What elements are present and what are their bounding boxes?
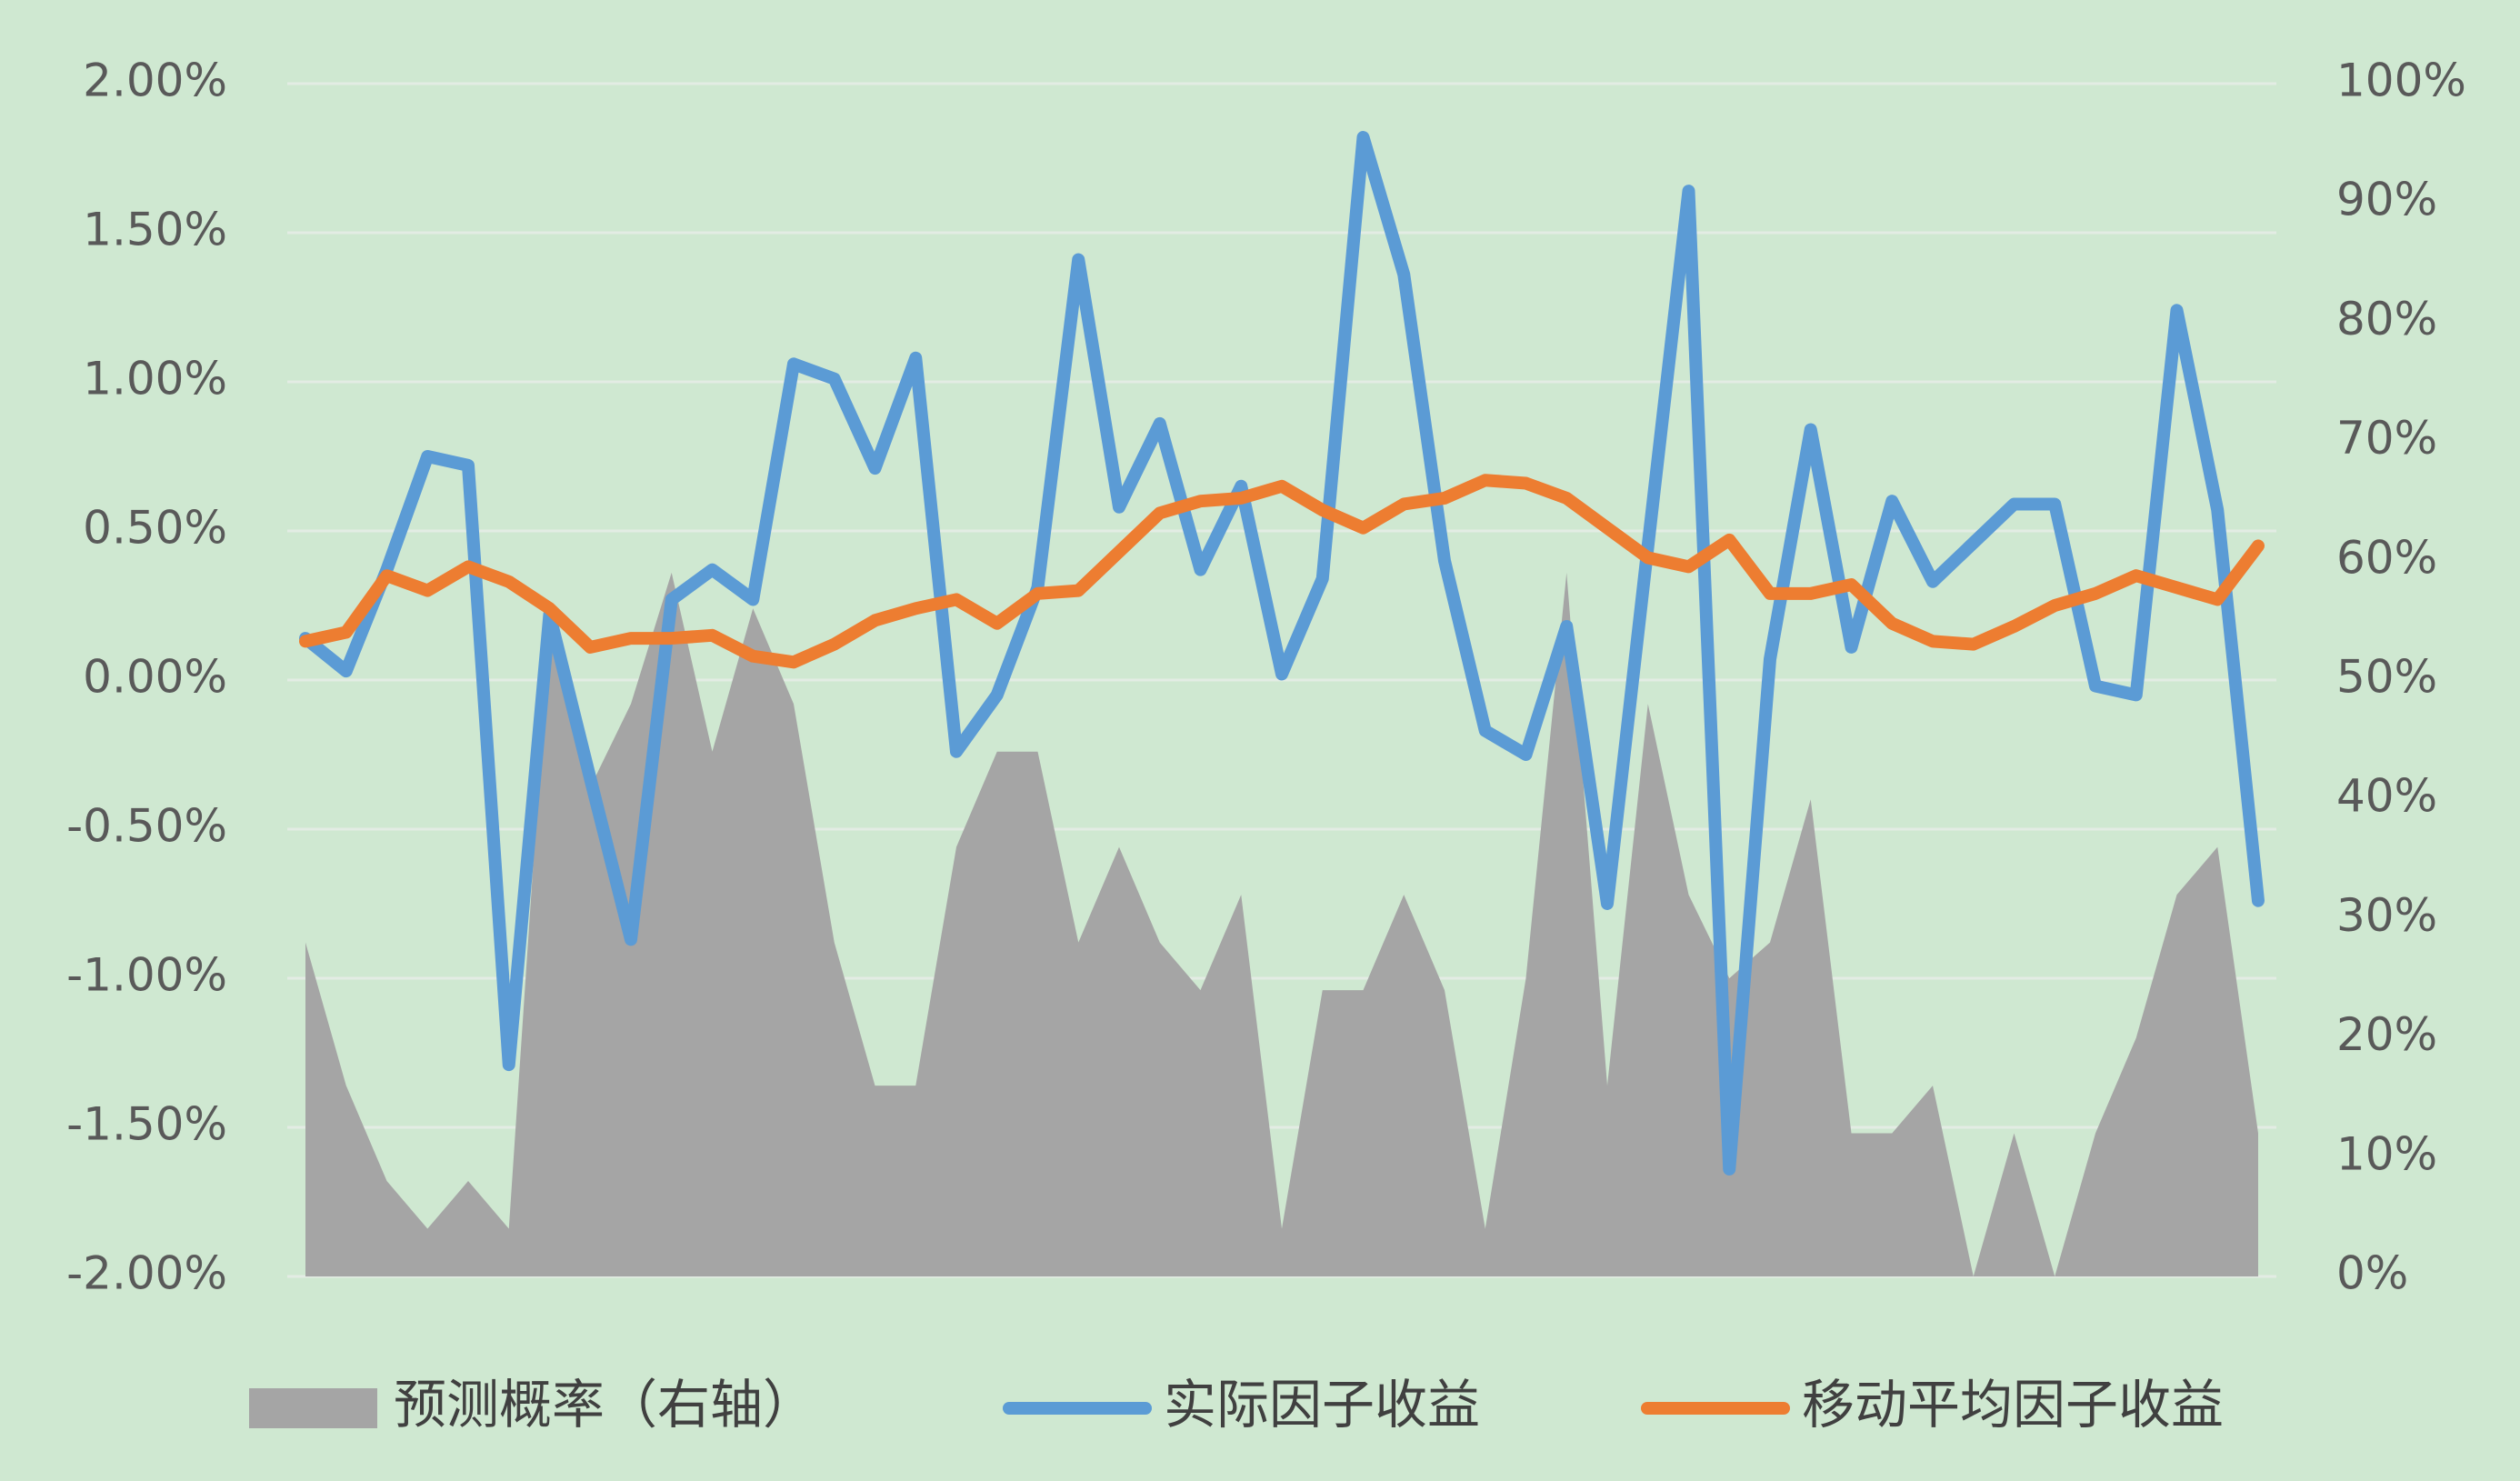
legend-label: 预测概率（右轴） (394, 1374, 815, 1436)
y2-tick-label: 80% (2336, 293, 2437, 345)
y-tick-label: -1.00% (66, 949, 227, 1002)
y2-tick-label: 10% (2336, 1127, 2437, 1180)
y-tick-label: -2.00% (66, 1247, 227, 1300)
y-tick-label: 0.50% (83, 502, 227, 555)
y-tick-label: 2.00% (83, 55, 227, 107)
y2-tick-label: 50% (2336, 651, 2437, 704)
y2-tick-label: 20% (2336, 1008, 2437, 1061)
y-tick-label: 1.00% (83, 353, 227, 405)
y-tick-label: 0.00% (83, 651, 227, 704)
y2-tick-label: 100% (2336, 55, 2466, 107)
legend-label: 移动平均因子收益 (1802, 1374, 2224, 1436)
line (299, 474, 2265, 669)
y2-tick-label: 60% (2336, 531, 2437, 584)
y2-tick-label: 40% (2336, 770, 2437, 823)
y-tick-label: -0.50% (66, 800, 227, 853)
y-tick-label: -1.50% (66, 1098, 227, 1151)
plot-area (299, 131, 2265, 1276)
area (305, 572, 2258, 1276)
axes: -2.00% -1.50% -1.00% -0.50% 0.00% 0.50% 1.00% 1… (66, 55, 2466, 1300)
y2-tick-label: 90% (2336, 174, 2437, 226)
line (299, 131, 2265, 1176)
y2-tick-label: 30% (2336, 889, 2437, 942)
y-tick-label: 1.50% (83, 204, 227, 256)
legend-swatch (249, 1388, 377, 1428)
legend-label: 实际因子收益 (1164, 1374, 1480, 1436)
y2-tick-label: 70% (2336, 412, 2437, 465)
y2-tick-label: 0% (2336, 1247, 2408, 1300)
legend: 预测概率（右轴） 实际因子收益 移动平均因子收益 (249, 1374, 2224, 1436)
